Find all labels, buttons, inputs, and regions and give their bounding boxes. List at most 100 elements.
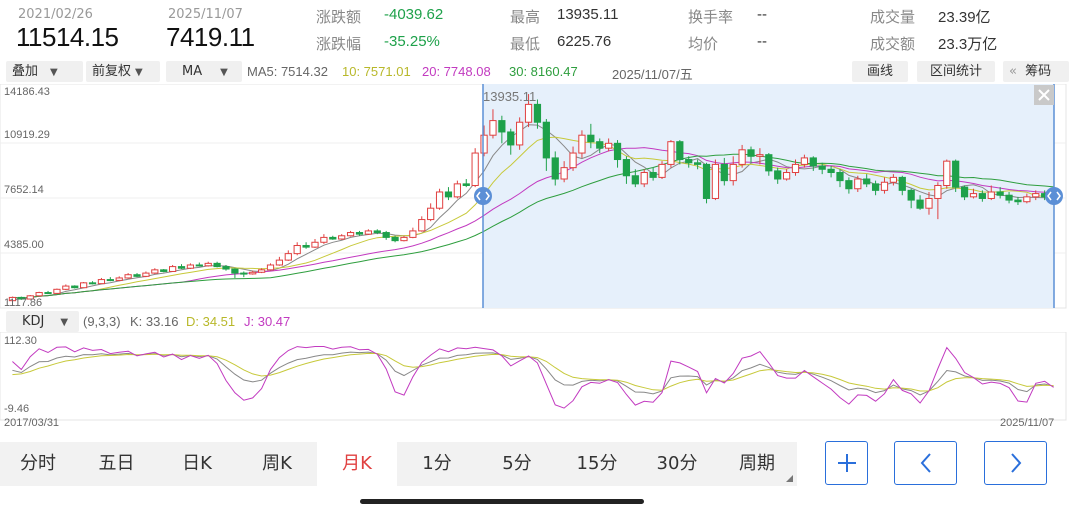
candle bbox=[435, 188, 444, 210]
chips-button[interactable]: « 筹码 bbox=[1003, 61, 1069, 82]
candle bbox=[427, 203, 435, 222]
candle-body bbox=[71, 285, 79, 289]
selection-right-handle[interactable] bbox=[1045, 187, 1063, 205]
candle bbox=[1023, 193, 1031, 204]
candle-body bbox=[507, 131, 515, 146]
candle bbox=[978, 190, 986, 202]
candle-body bbox=[26, 295, 34, 300]
zoom-in-button[interactable] bbox=[825, 441, 868, 485]
candle-body bbox=[320, 236, 328, 243]
kdj-dropdown[interactable]: KDJ ▼ bbox=[6, 311, 79, 332]
ma30-line bbox=[12, 153, 1054, 299]
high-label: 最高 bbox=[510, 8, 541, 26]
candle bbox=[871, 180, 880, 196]
overlay-dropdown[interactable]: 叠加 ▼ bbox=[6, 61, 83, 82]
prev-button[interactable] bbox=[894, 441, 957, 485]
candle bbox=[88, 281, 97, 285]
candle bbox=[569, 146, 577, 171]
next-button[interactable] bbox=[984, 441, 1047, 485]
candle bbox=[676, 140, 684, 165]
candle bbox=[169, 264, 177, 272]
candle-body bbox=[133, 274, 141, 277]
tab-five-day[interactable]: 五日 bbox=[76, 442, 157, 486]
candle bbox=[391, 235, 399, 243]
candle-body bbox=[631, 175, 639, 185]
candle-body bbox=[774, 170, 782, 180]
tab-monthly-k[interactable]: 月K bbox=[317, 442, 397, 486]
kdj-params: (9,3,3) bbox=[83, 314, 121, 329]
candle-body bbox=[124, 274, 132, 279]
tab-label: 月K bbox=[342, 453, 372, 474]
tab-1min[interactable]: 1分 bbox=[397, 442, 477, 486]
candle-body bbox=[524, 103, 533, 123]
adjust-label: 前复权 bbox=[92, 64, 132, 79]
candle bbox=[364, 229, 372, 235]
candlestick-chart[interactable]: 14186.43 10919.29 7652.14 4385.00 1117.8… bbox=[0, 84, 1073, 310]
chevron-left-icon bbox=[920, 453, 931, 473]
draw-line-button[interactable]: 画线 bbox=[852, 61, 908, 82]
tab-label: 五日 bbox=[98, 453, 135, 474]
close-selection-icon[interactable] bbox=[1034, 85, 1054, 105]
candle bbox=[53, 288, 61, 294]
candle-body bbox=[551, 157, 559, 180]
candle-body bbox=[622, 159, 631, 177]
candle-body bbox=[115, 277, 123, 281]
candle-body bbox=[791, 163, 800, 174]
adjust-dropdown[interactable]: 前复权 ▼ bbox=[86, 61, 160, 82]
tab-5min[interactable]: 5分 bbox=[477, 442, 557, 486]
candle-body bbox=[694, 162, 702, 165]
tab-30min[interactable]: 30分 bbox=[637, 442, 717, 486]
candle-body bbox=[1005, 194, 1013, 201]
candle-body bbox=[17, 296, 25, 300]
candle bbox=[249, 270, 257, 275]
tab-weekly-k[interactable]: 周K bbox=[237, 442, 317, 486]
range-stats-button[interactable]: 区间统计 bbox=[917, 61, 995, 82]
tab-15min[interactable]: 15分 bbox=[557, 442, 637, 486]
selection-left-handle[interactable] bbox=[474, 187, 492, 205]
candle-body bbox=[533, 103, 542, 123]
candle bbox=[62, 284, 70, 291]
candle bbox=[685, 156, 693, 168]
tab-daily-k[interactable]: 日K bbox=[157, 442, 237, 486]
indicator-dropdown[interactable]: MA ▼ bbox=[166, 61, 242, 82]
selection-range[interactable] bbox=[483, 84, 1054, 308]
candle-body bbox=[578, 134, 586, 154]
candle bbox=[480, 125, 488, 157]
candle-body bbox=[605, 142, 613, 149]
tab-intraday[interactable]: 分时 bbox=[0, 442, 76, 486]
candle bbox=[106, 277, 114, 282]
kdj-k-value: K: 33.16 bbox=[130, 314, 179, 329]
candle-body bbox=[649, 172, 657, 178]
candle-body bbox=[204, 262, 212, 267]
candle bbox=[240, 271, 248, 278]
candle bbox=[711, 159, 720, 201]
candle bbox=[587, 123, 595, 149]
volume-value: 23.39亿 bbox=[938, 9, 991, 26]
candle bbox=[320, 234, 328, 244]
candle bbox=[284, 250, 292, 261]
candle bbox=[551, 151, 559, 186]
candle bbox=[338, 234, 346, 240]
candle-body bbox=[889, 176, 897, 183]
overlay-label: 叠加 bbox=[12, 64, 39, 79]
y-tick-label: 4385.00 bbox=[4, 239, 44, 251]
candle-body bbox=[587, 134, 595, 143]
candle-body bbox=[969, 193, 978, 198]
candle-body bbox=[943, 160, 951, 186]
candle-body bbox=[863, 178, 871, 185]
candle-body bbox=[62, 285, 70, 290]
candle bbox=[1005, 191, 1013, 204]
candle-body bbox=[284, 253, 292, 261]
candle bbox=[720, 157, 728, 186]
candle bbox=[605, 138, 613, 152]
ma10-value: 10: 7571.01 bbox=[342, 64, 411, 79]
candle bbox=[747, 146, 755, 163]
tab-period[interactable]: 周期 bbox=[717, 442, 797, 486]
candle bbox=[907, 188, 915, 209]
kdj-chart[interactable]: 112.30 -9.46 2017/03/31 2025/11/07 bbox=[0, 332, 1073, 432]
candle bbox=[26, 294, 34, 300]
candle-body bbox=[765, 154, 773, 172]
candle-body bbox=[1014, 199, 1022, 203]
candle bbox=[516, 117, 524, 150]
tab-label: 15分 bbox=[576, 453, 618, 474]
